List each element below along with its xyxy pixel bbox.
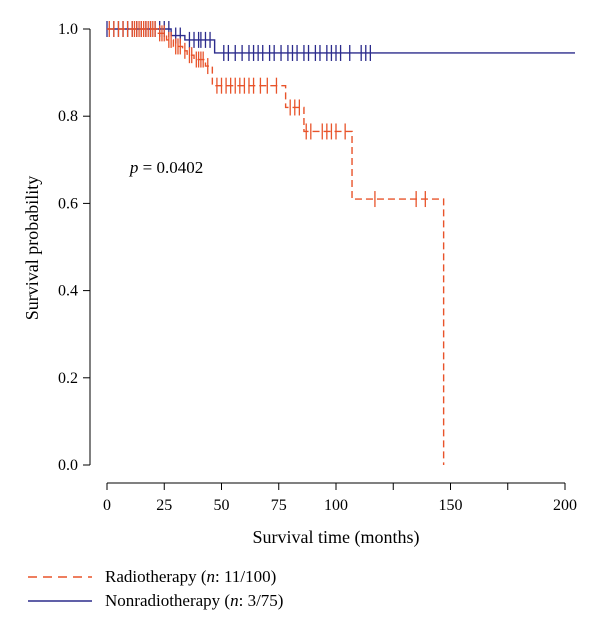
- nonradiotherapy-curve: [107, 28, 575, 54]
- legend: Radiotherapy (n: 11/100) Nonradiotherapy …: [28, 567, 283, 610]
- radiotherapy-curve: [107, 28, 445, 465]
- x-tick-label: 75: [271, 497, 287, 514]
- p-value: = 0.0402: [138, 158, 203, 177]
- x-tick-label: 25: [156, 497, 172, 514]
- y-axis-title: Survival probability: [22, 176, 42, 320]
- survival-curves: [106, 21, 575, 465]
- x-tick-label: 100: [324, 497, 348, 514]
- x-tick-label: 200: [553, 497, 577, 514]
- y-tick-label: 0.4: [58, 283, 78, 300]
- y-tick-label: 0.0: [58, 457, 78, 474]
- y-tick-label: 0.6: [58, 195, 78, 212]
- x-axis-title: Survival time (months): [253, 527, 420, 548]
- p-symbol: p: [129, 158, 139, 177]
- x-tick-label: 50: [214, 497, 230, 514]
- x-tick-label: 0: [103, 497, 111, 514]
- y-tick-label: 1.0: [58, 21, 78, 38]
- axes: 0 25 50 75 100 150 200 0.0 0.2 0.4 0.6 0.8 1.0: [58, 21, 577, 514]
- y-tick-label: 0.2: [58, 370, 78, 387]
- nonradiotherapy-legend-label: Nonradiotherapy (n: 3/75): [105, 591, 283, 610]
- radiotherapy-legend-label: Radiotherapy (n: 11/100): [105, 567, 276, 586]
- x-tick-label: 150: [439, 497, 463, 514]
- p-value-annotation: p = 0.0402: [129, 158, 203, 177]
- y-tick-label: 0.8: [58, 108, 78, 125]
